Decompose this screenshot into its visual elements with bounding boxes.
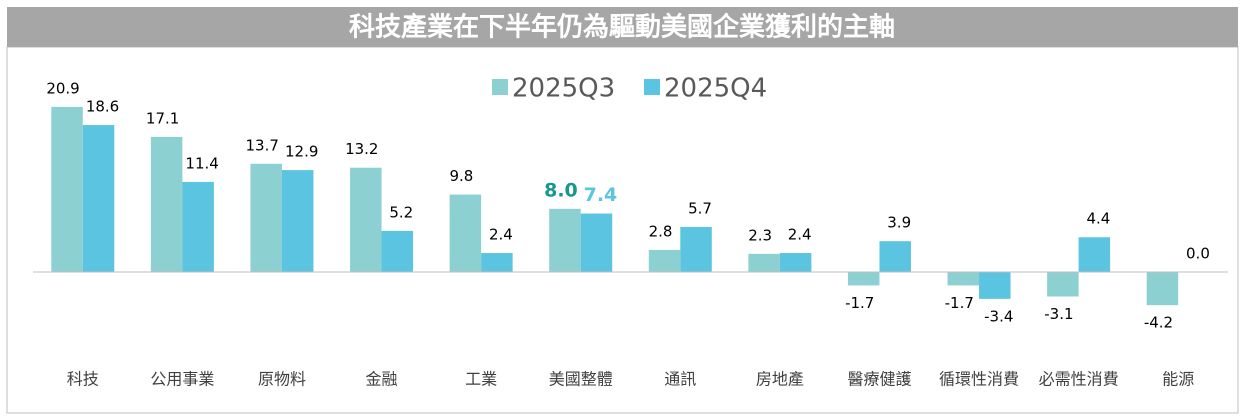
value-label: 12.9 (285, 143, 318, 161)
bar (381, 230, 414, 272)
value-label: 5.7 (688, 199, 712, 217)
bar (1047, 272, 1079, 297)
bar (481, 253, 513, 272)
title-banner (7, 7, 1238, 47)
bar (779, 253, 812, 272)
value-label: 8.0 (544, 179, 578, 201)
bar (879, 241, 911, 272)
value-label: 18.6 (86, 98, 119, 116)
bar (281, 170, 314, 272)
value-label: 2.4 (489, 226, 513, 244)
value-label: -1.7 (945, 294, 974, 312)
bar (847, 272, 880, 286)
x-tick-label: 能源 (1162, 370, 1194, 389)
bar (150, 136, 183, 272)
bar (1078, 237, 1111, 272)
value-label: 13.7 (246, 136, 279, 154)
x-tick-label: 美國整體 (549, 370, 613, 389)
value-label: 9.8 (449, 167, 473, 185)
value-label: 0.0 (1186, 245, 1210, 263)
value-label: -3.4 (984, 307, 1013, 325)
legend-swatch (492, 79, 508, 95)
value-label: 2.8 (649, 222, 673, 240)
legend-swatch (644, 79, 660, 95)
x-tick-label: 公用事業 (150, 370, 214, 389)
bar (648, 249, 681, 272)
bar (182, 181, 214, 272)
x-tick-label: 醫療健護 (847, 370, 911, 389)
bar (250, 163, 282, 272)
value-label: 17.1 (146, 109, 179, 127)
bar (1146, 272, 1179, 306)
x-tick-label: 通訊 (664, 370, 696, 389)
value-label: -4.2 (1144, 314, 1173, 332)
value-label: 11.4 (185, 154, 218, 172)
value-label: 2.4 (788, 226, 812, 244)
bar (51, 106, 83, 272)
value-label: 20.9 (46, 79, 79, 97)
bar (680, 226, 712, 272)
x-tick-label: 原物料 (258, 370, 306, 389)
bar (748, 253, 780, 272)
value-label: 13.2 (345, 140, 378, 158)
value-label: 7.4 (584, 184, 618, 206)
value-label: -3.1 (1044, 305, 1073, 323)
value-label: 4.4 (1086, 210, 1110, 228)
value-label: 3.9 (887, 214, 911, 232)
bar (979, 272, 1011, 299)
value-label: 5.2 (389, 203, 413, 221)
bar (580, 213, 613, 272)
x-tick-label: 循環性消費 (939, 370, 1019, 389)
bar (82, 125, 115, 272)
bar (350, 167, 382, 272)
value-label: -1.7 (845, 294, 874, 312)
value-label: 2.3 (748, 226, 772, 244)
x-tick-label: 科技 (67, 370, 99, 389)
bar (449, 194, 482, 272)
legend-label: 2025Q4 (664, 74, 767, 104)
bar (549, 208, 581, 272)
x-tick-label: 工業 (465, 370, 497, 389)
chart-title: 科技產業在下半年仍為驅動美國企業獲利的主軸 (349, 12, 895, 43)
x-tick-label: 金融 (366, 370, 398, 389)
x-tick-label: 必需性消費 (1039, 370, 1119, 389)
x-tick-label: 房地產 (756, 370, 804, 389)
bar (947, 272, 980, 286)
legend-label: 2025Q3 (512, 74, 615, 104)
